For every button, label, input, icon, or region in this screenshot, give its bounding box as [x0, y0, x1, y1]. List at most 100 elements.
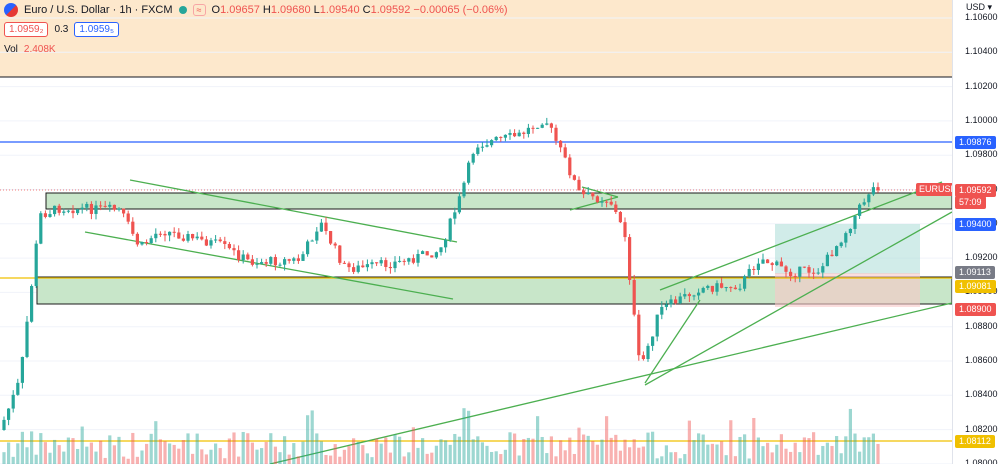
volume-bar — [163, 441, 167, 464]
candle-body — [632, 279, 636, 315]
volume-bar — [200, 449, 204, 464]
volume-bar — [540, 436, 544, 464]
candle-body — [835, 246, 839, 257]
candle-body — [227, 243, 231, 249]
volume-bar — [674, 452, 678, 464]
buy-price-button[interactable]: 1.0959₅ — [74, 22, 119, 37]
volume-bar — [85, 446, 89, 464]
volume-bar — [724, 455, 728, 464]
volume-bar — [503, 449, 507, 464]
volume-bar — [646, 432, 650, 464]
volume-bar — [379, 443, 383, 464]
candle-body — [641, 355, 645, 360]
volume-bar — [812, 432, 816, 464]
axis-tick-label: 1.10600 — [965, 12, 998, 22]
candle-body — [692, 295, 696, 297]
candle-body — [540, 124, 544, 128]
volume-bar — [651, 431, 655, 464]
candle-body — [664, 304, 668, 307]
candle-body — [531, 127, 535, 129]
volume-bar — [76, 448, 80, 464]
volume-bar — [545, 453, 549, 464]
volume-bar — [444, 440, 448, 464]
axis-tick-label: 1.10000 — [965, 114, 998, 125]
volume-bar — [499, 454, 503, 464]
candle-body — [296, 258, 300, 261]
volume-bar — [600, 439, 604, 464]
volume-bar — [218, 448, 222, 464]
candle-body — [361, 265, 365, 268]
candle-body — [756, 263, 760, 271]
symbol-title[interactable]: Euro / U.S. Dollar · 1h · FXCM — [24, 4, 173, 16]
volume-bar — [158, 439, 162, 464]
candle-body — [706, 285, 710, 288]
candle-body — [131, 221, 135, 234]
volume-bar — [237, 456, 241, 464]
volume-bar — [269, 433, 273, 464]
candle-body — [669, 299, 673, 305]
candle-body — [660, 306, 664, 315]
candle-body — [269, 257, 273, 264]
candle-body — [241, 254, 245, 260]
volume-bar — [756, 437, 760, 464]
candle-body — [388, 266, 392, 269]
volume-bar — [715, 444, 719, 464]
candle-body — [715, 283, 719, 292]
ohlc-values: O1.09657 H1.09680 L1.09540 C1.09592 −0.0… — [211, 4, 508, 16]
candle-body — [674, 299, 678, 304]
volume-bar — [743, 434, 747, 464]
candle-body — [375, 262, 379, 264]
volume-bar — [793, 442, 797, 464]
trend-line — [659, 181, 943, 291]
volume-bar — [310, 410, 314, 464]
axis-tick-label: 1.08400 — [965, 389, 998, 400]
volume-bar — [577, 427, 581, 464]
volume-bar — [683, 454, 687, 464]
volume-bar — [306, 415, 310, 464]
candle-body — [2, 419, 6, 430]
volume-bar — [260, 448, 264, 464]
candle-body — [687, 294, 691, 297]
volume-bar — [315, 433, 319, 464]
trend-line — [569, 196, 619, 211]
sell-price-button[interactable]: 1.0959₂ — [4, 22, 49, 37]
supply-zone — [45, 192, 952, 210]
volume-bar — [614, 434, 618, 464]
candle-body — [462, 182, 466, 197]
volume-bar — [490, 451, 494, 464]
candle-body — [195, 236, 199, 239]
volume-bar — [388, 452, 392, 464]
candle-body — [333, 243, 337, 246]
candle-body — [536, 127, 540, 129]
candle-body — [117, 208, 121, 210]
candle-body — [11, 394, 15, 409]
candle-body — [135, 233, 139, 245]
candle-body — [490, 140, 494, 146]
candle-body — [844, 233, 848, 243]
price-axis[interactable]: USD ▾ 1.10600 1.10400 1.10200 1.10000 1.0980… — [952, 0, 1000, 464]
candle-body — [85, 203, 89, 208]
volume-bar — [549, 436, 553, 464]
volume-bar — [154, 421, 158, 464]
volume-bar — [559, 440, 563, 464]
volume-bar — [338, 456, 342, 464]
volume-bar — [701, 434, 705, 464]
price-chart-canvas[interactable] — [0, 0, 952, 464]
volume-bar — [720, 441, 724, 464]
candle-body — [752, 268, 756, 271]
candle-body — [848, 228, 852, 234]
currency-selector[interactable]: USD ▾ — [966, 2, 993, 12]
candle-body — [319, 222, 323, 232]
candle-body — [324, 222, 328, 232]
volume-bar — [595, 444, 599, 464]
volume-bar — [802, 437, 806, 464]
volume-bar — [53, 439, 57, 464]
volume-bar — [135, 456, 139, 464]
candle-body — [793, 276, 797, 278]
candle-body — [232, 248, 236, 251]
volume-bar — [430, 452, 434, 464]
candle-body — [568, 157, 572, 176]
candle-body — [729, 287, 733, 289]
volume-bar — [112, 445, 116, 464]
